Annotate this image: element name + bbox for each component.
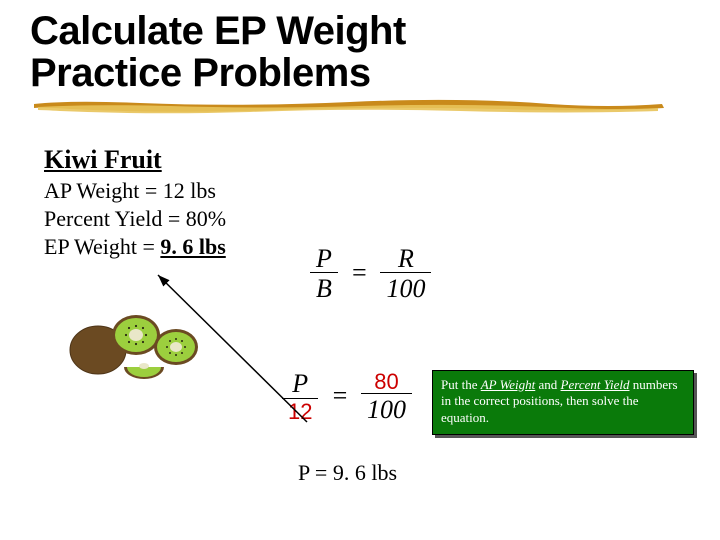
sub-den-left: 12 bbox=[282, 399, 318, 425]
sub-eq: = bbox=[325, 381, 355, 410]
gen-num-right: R bbox=[380, 245, 431, 273]
tip-em1: AP Weight bbox=[481, 377, 536, 392]
title-underline-smear bbox=[30, 98, 670, 114]
percent-yield-line: Percent Yield = 80% bbox=[44, 205, 676, 233]
problem-subhead: Kiwi Fruit bbox=[44, 145, 676, 175]
tip-mid1: and bbox=[535, 377, 560, 392]
tip-callout: Put the AP Weight and Percent Yield numb… bbox=[432, 370, 694, 435]
ap-weight-line: AP Weight = 12 lbs bbox=[44, 177, 676, 205]
kiwi-illustration bbox=[66, 295, 216, 385]
formula-substituted: P 12 = 80 100 bbox=[282, 370, 412, 425]
formula-generic: P B = R 100 bbox=[310, 245, 450, 304]
gen-den-right: 100 bbox=[380, 273, 431, 304]
gen-eq: = bbox=[344, 258, 374, 287]
ep-weight-prefix: EP Weight = bbox=[44, 234, 160, 259]
sub-num-left: P bbox=[282, 370, 318, 398]
title-line1: Calculate EP Weight bbox=[30, 9, 406, 53]
result-line: P = 9. 6 lbs bbox=[298, 460, 397, 486]
sub-num-right: 80 bbox=[361, 370, 412, 394]
sub-den-right: 100 bbox=[361, 394, 412, 425]
gen-den-left: B bbox=[310, 273, 338, 304]
tip-em2: Percent Yield bbox=[561, 377, 630, 392]
ep-weight-value: 9. 6 lbs bbox=[160, 234, 225, 259]
tip-pre: Put the bbox=[441, 377, 481, 392]
title-line2: Practice Problems bbox=[30, 51, 371, 95]
gen-num-left: P bbox=[310, 245, 338, 273]
